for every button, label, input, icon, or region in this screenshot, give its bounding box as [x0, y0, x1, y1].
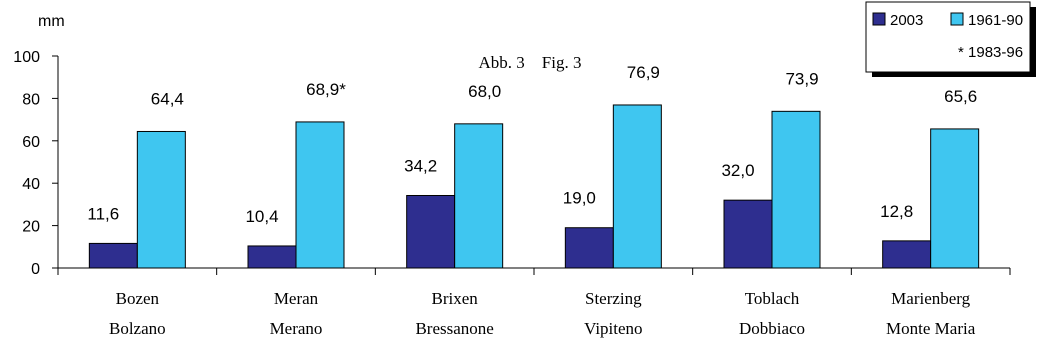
bar-2003-3 — [564, 227, 614, 269]
x-category-label: Monte Maria — [886, 319, 976, 338]
data-labels: 11,6 64,4 10,4 68,9* 34,2 68,0 19,0 76,9 32,0 73,… — [87, 63, 977, 226]
x-category-label: Sterzing — [585, 289, 642, 308]
x-category-label: Brixen — [432, 289, 479, 308]
data-label: 68,9* — [306, 80, 346, 99]
data-label: 12,8 — [880, 202, 913, 221]
bar-196190-0 — [136, 130, 186, 269]
data-label: 34,2 — [404, 156, 437, 175]
legend-swatch — [950, 12, 964, 26]
data-label: 11,6 — [87, 204, 119, 223]
bar-196190-5 — [930, 128, 980, 269]
x-category-label: Meran — [274, 289, 319, 308]
axes: 0 20 40 60 80 100 — [13, 49, 1011, 278]
y-tick-label: 60 — [22, 134, 40, 151]
legend-note: * 1983-96 — [958, 44, 1023, 61]
x-category-label: Dobbiaco — [739, 319, 805, 338]
x-category-labels: Bozen Bolzano Meran Merano Brixen Bressanone S… — [109, 289, 976, 338]
data-label: 19,0 — [563, 189, 596, 208]
legend-box — [865, 1, 1031, 73]
x-category-label: Bressanone — [415, 319, 493, 338]
x-category-label: Merano — [270, 319, 323, 338]
x-category-label: Bolzano — [109, 319, 166, 338]
x-category-label: Vipiteno — [584, 319, 642, 338]
data-label: 73,9 — [785, 69, 818, 88]
legend-label: 2003 — [890, 12, 923, 29]
y-axis-label: mm — [38, 13, 65, 30]
x-category-label: Marienberg — [891, 289, 970, 308]
bars — [88, 104, 980, 269]
data-label: 65,6 — [944, 87, 977, 106]
legend-swatch — [872, 12, 886, 26]
bar-2003-0 — [88, 242, 138, 269]
bar-2003-5 — [882, 240, 932, 269]
data-label: 68,0 — [468, 82, 501, 101]
bar-2003-2 — [406, 194, 456, 269]
y-tick-label: 40 — [22, 176, 40, 193]
chart-title: Abb. 3 Fig. 3 — [479, 53, 582, 72]
bar-196190-3 — [612, 104, 662, 269]
data-label: 64,4 — [151, 89, 184, 108]
bar-2003-1 — [247, 245, 297, 269]
data-label: 10,4 — [245, 207, 278, 226]
y-tick-label: 100 — [13, 49, 40, 66]
x-category-label: Toblach — [745, 289, 800, 308]
legend-label: 1961-90 — [968, 12, 1023, 29]
data-label: 76,9 — [627, 63, 660, 82]
bar-2003-4 — [723, 199, 773, 269]
bar-196190-1 — [295, 121, 345, 269]
x-category-label: Bozen — [116, 289, 160, 308]
bar-196190-2 — [454, 123, 504, 269]
legend: 2003 1961-90 * 1983-96 — [865, 1, 1036, 77]
y-tick-label: 20 — [22, 219, 40, 236]
bar-196190-4 — [771, 110, 821, 269]
data-label: 32,0 — [721, 161, 754, 180]
y-tick-label: 0 — [31, 261, 40, 278]
y-tick-label: 80 — [22, 91, 40, 108]
